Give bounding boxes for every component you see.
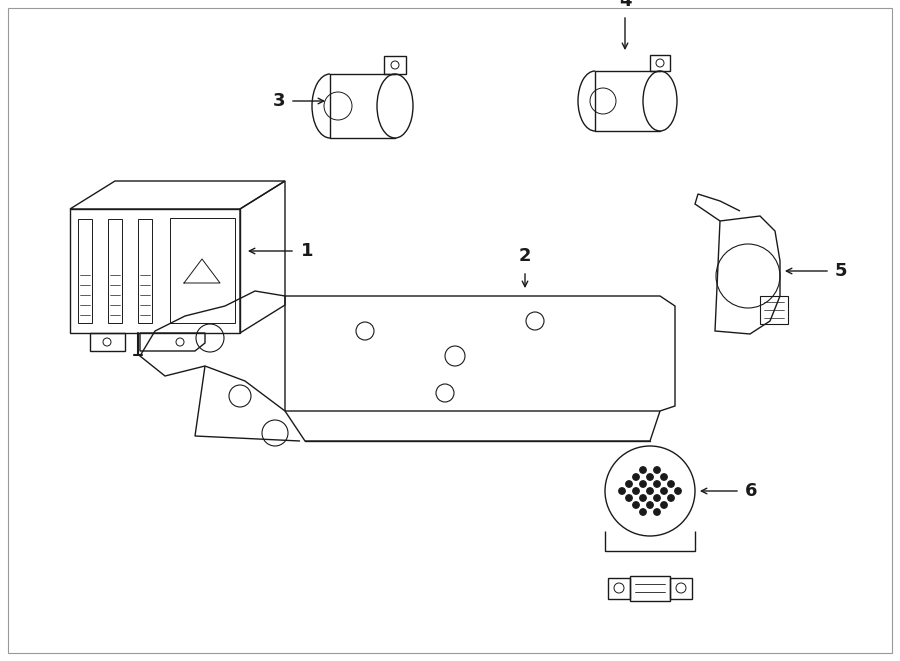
Circle shape [633,488,639,494]
Circle shape [626,495,632,501]
Circle shape [619,488,625,494]
Circle shape [640,467,646,473]
Circle shape [647,502,653,508]
Circle shape [647,474,653,480]
Circle shape [653,481,661,487]
Circle shape [653,509,661,515]
Circle shape [633,474,639,480]
Text: 2: 2 [518,247,531,265]
Circle shape [653,467,661,473]
Text: 4: 4 [619,0,631,10]
Circle shape [640,509,646,515]
Circle shape [675,488,681,494]
Text: 1: 1 [301,242,313,260]
Circle shape [661,474,667,480]
Circle shape [640,481,646,487]
Circle shape [668,495,674,501]
Circle shape [626,481,632,487]
Text: 5: 5 [835,262,848,280]
Circle shape [640,495,646,501]
Circle shape [661,488,667,494]
Circle shape [668,481,674,487]
Text: 6: 6 [745,482,758,500]
Circle shape [633,502,639,508]
Text: 3: 3 [273,92,285,110]
Circle shape [647,488,653,494]
Circle shape [661,502,667,508]
Circle shape [653,495,661,501]
